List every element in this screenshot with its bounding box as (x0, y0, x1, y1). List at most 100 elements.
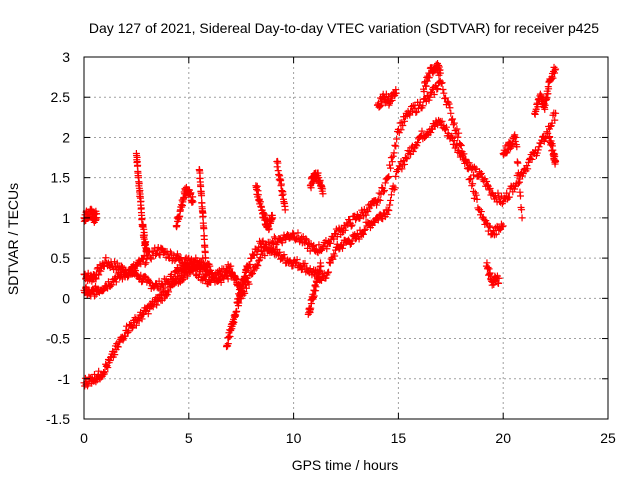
data-point (498, 223, 506, 231)
data-point (236, 295, 244, 303)
data-point (433, 85, 441, 93)
data-point (449, 121, 457, 129)
x-tick-label: 15 (391, 430, 407, 446)
data-point (391, 184, 399, 192)
data-point (153, 301, 161, 309)
data-point (95, 367, 103, 375)
data-point (552, 65, 560, 73)
data-point (434, 85, 442, 93)
series-track-e (132, 150, 151, 256)
data-point (454, 133, 462, 141)
data-point (399, 122, 407, 130)
data-point (455, 129, 463, 137)
data-point (202, 272, 210, 280)
data-point (360, 226, 368, 234)
data-point (463, 159, 471, 167)
data-point (414, 138, 422, 146)
data-point (253, 182, 261, 190)
data-point (499, 222, 507, 230)
x-tick-label: 25 (600, 430, 616, 446)
data-point (199, 212, 207, 220)
data-point (514, 159, 522, 167)
x-tick-labels: 0 5 10 15 20 25 (80, 430, 616, 446)
data-point (318, 246, 326, 254)
grid-lines (84, 57, 608, 419)
data-point (476, 206, 484, 214)
y-tick-label: 1 (62, 210, 70, 226)
data-point (241, 275, 249, 283)
data-point (347, 222, 355, 230)
data-point (134, 161, 142, 169)
data-point (97, 267, 105, 275)
data-point (277, 180, 285, 188)
data-point (233, 307, 241, 315)
data-point (483, 259, 491, 267)
data-point (119, 336, 127, 344)
data-point (114, 343, 122, 351)
data-point (462, 155, 470, 163)
series-track-h (223, 262, 251, 351)
data-point (380, 188, 388, 196)
series-track-p (499, 131, 526, 222)
data-point (193, 257, 201, 265)
data-point (226, 333, 234, 341)
data-point (420, 87, 428, 95)
data-point (315, 274, 323, 282)
data-point (387, 196, 395, 204)
data-point (442, 123, 450, 131)
data-point (514, 180, 522, 188)
data-point (128, 324, 136, 332)
data-point (307, 184, 315, 192)
chart-title: Day 127 of 2021, Sidereal Day-to-day VTE… (89, 20, 599, 36)
data-point (450, 137, 458, 145)
data-point (290, 230, 298, 238)
data-point (477, 208, 485, 216)
data-point (178, 258, 186, 266)
data-point (345, 216, 353, 224)
data-point (392, 172, 400, 180)
data-point (323, 245, 331, 253)
data-point (249, 251, 257, 259)
data-point (230, 318, 238, 326)
data-point (173, 222, 181, 230)
data-point (392, 142, 400, 150)
data-point (449, 115, 457, 123)
data-points (80, 60, 560, 390)
data-point (473, 195, 481, 203)
data-point (143, 246, 151, 254)
data-point (362, 211, 370, 219)
data-point (100, 286, 108, 294)
x-axis-label: GPS time / hours (292, 457, 399, 473)
data-point (348, 221, 356, 229)
data-point (384, 206, 392, 214)
data-point (162, 292, 170, 300)
series-track-o (482, 259, 503, 289)
series-track-j (273, 157, 289, 214)
data-point (255, 257, 263, 265)
data-point (412, 108, 420, 116)
data-point (438, 79, 446, 87)
data-point (436, 69, 444, 77)
data-point (384, 174, 392, 182)
data-point (470, 171, 478, 179)
data-point (93, 210, 101, 218)
data-point (446, 104, 454, 112)
data-point (430, 90, 438, 98)
data-point (322, 274, 330, 282)
data-point (276, 248, 284, 256)
data-point (380, 186, 388, 194)
data-point (314, 169, 322, 177)
data-point (503, 147, 511, 155)
data-point (398, 165, 406, 173)
data-point (95, 271, 103, 279)
data-point (213, 275, 221, 283)
data-point (401, 160, 409, 168)
data-point (238, 287, 246, 295)
data-point (385, 206, 393, 214)
data-point (249, 269, 257, 277)
data-point (146, 278, 153, 286)
data-point (253, 261, 261, 269)
data-point (278, 239, 286, 247)
data-point (426, 93, 434, 101)
series-track-d (80, 205, 101, 226)
